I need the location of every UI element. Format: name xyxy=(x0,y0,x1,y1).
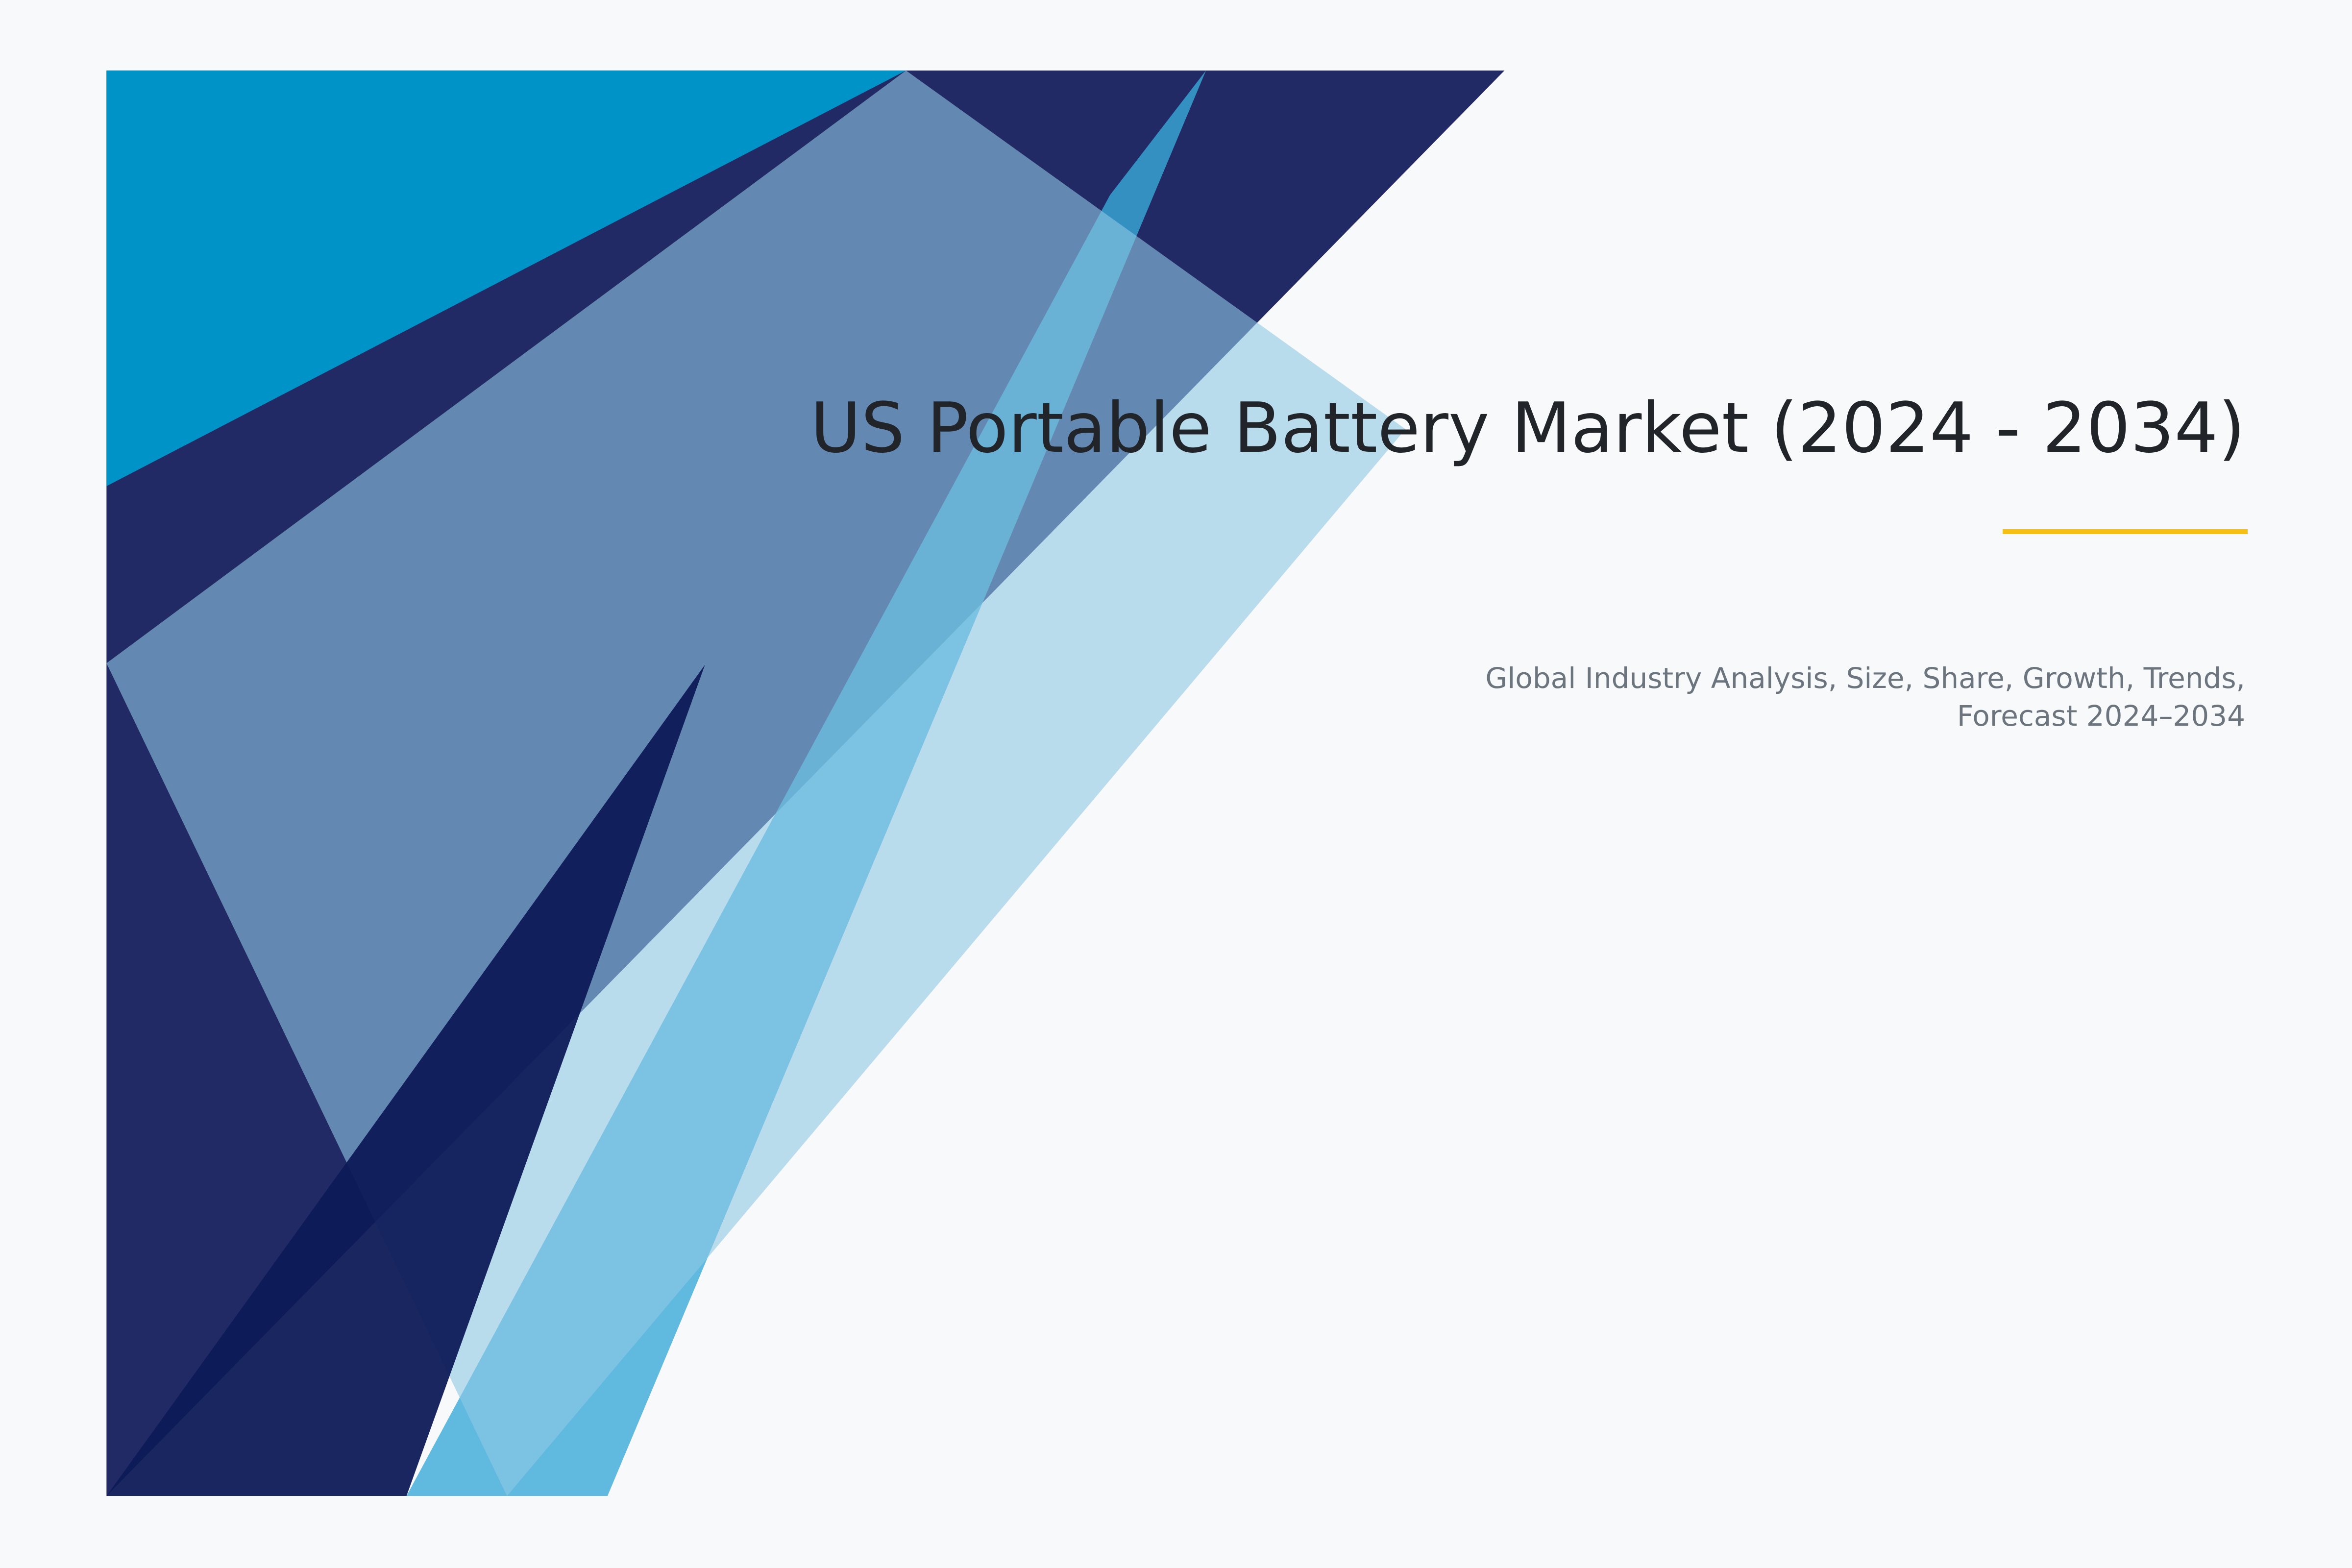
page-subtitle: Global Industry Analysis, Size, Share, G… xyxy=(1485,662,2245,733)
dark-navy-triangle xyxy=(106,664,705,1496)
page-title: US Portable Battery Market (2024 - 2034) xyxy=(810,388,2245,468)
title-accent-underline xyxy=(2003,529,2248,534)
